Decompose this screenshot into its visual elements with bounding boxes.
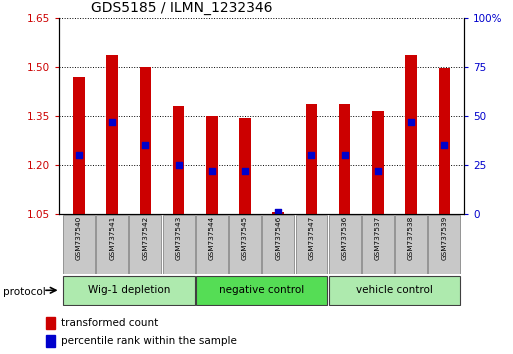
Point xyxy=(75,153,83,158)
FancyBboxPatch shape xyxy=(63,215,95,274)
Text: GSM737546: GSM737546 xyxy=(275,216,281,260)
FancyBboxPatch shape xyxy=(63,276,194,304)
Point xyxy=(141,143,149,148)
Bar xyxy=(173,106,184,214)
Point xyxy=(307,153,315,158)
Bar xyxy=(439,68,450,214)
FancyBboxPatch shape xyxy=(362,215,394,274)
Bar xyxy=(73,77,85,214)
Bar xyxy=(206,116,218,214)
Bar xyxy=(405,55,417,214)
Text: GSM737543: GSM737543 xyxy=(175,216,182,260)
Bar xyxy=(306,104,317,214)
Bar xyxy=(372,111,384,214)
FancyBboxPatch shape xyxy=(262,215,294,274)
Text: GSM737538: GSM737538 xyxy=(408,216,414,260)
FancyBboxPatch shape xyxy=(395,215,427,274)
Text: GDS5185 / ILMN_1232346: GDS5185 / ILMN_1232346 xyxy=(91,1,273,15)
Bar xyxy=(272,212,284,214)
FancyBboxPatch shape xyxy=(428,215,460,274)
Point xyxy=(341,153,349,158)
Text: GSM737544: GSM737544 xyxy=(209,216,215,260)
FancyBboxPatch shape xyxy=(329,276,460,304)
Point xyxy=(374,168,382,174)
Bar xyxy=(106,55,118,214)
FancyBboxPatch shape xyxy=(96,215,128,274)
Text: GSM737541: GSM737541 xyxy=(109,216,115,260)
Bar xyxy=(239,118,251,214)
FancyBboxPatch shape xyxy=(163,215,194,274)
Text: protocol: protocol xyxy=(3,287,45,297)
Bar xyxy=(140,67,151,214)
Point xyxy=(208,168,216,174)
FancyBboxPatch shape xyxy=(329,215,361,274)
FancyBboxPatch shape xyxy=(129,215,161,274)
Point xyxy=(274,209,282,215)
Text: GSM737547: GSM737547 xyxy=(308,216,314,260)
FancyBboxPatch shape xyxy=(295,215,327,274)
Text: GSM737545: GSM737545 xyxy=(242,216,248,260)
Text: GSM737539: GSM737539 xyxy=(441,216,447,260)
Text: vehicle control: vehicle control xyxy=(356,285,433,295)
Point xyxy=(440,143,448,148)
Bar xyxy=(46,317,55,329)
Text: negative control: negative control xyxy=(219,285,304,295)
Bar xyxy=(46,335,55,347)
Text: GSM737537: GSM737537 xyxy=(375,216,381,260)
Text: GSM737536: GSM737536 xyxy=(342,216,348,260)
Text: Wig-1 depletion: Wig-1 depletion xyxy=(88,285,170,295)
Point xyxy=(241,168,249,174)
Point xyxy=(174,162,183,168)
Point xyxy=(407,119,415,125)
FancyBboxPatch shape xyxy=(196,276,327,304)
FancyBboxPatch shape xyxy=(229,215,261,274)
Text: transformed count: transformed count xyxy=(62,318,159,328)
FancyBboxPatch shape xyxy=(196,215,228,274)
Text: percentile rank within the sample: percentile rank within the sample xyxy=(62,336,237,346)
Text: GSM737542: GSM737542 xyxy=(143,216,148,260)
Bar xyxy=(339,104,350,214)
Point xyxy=(108,119,116,125)
Text: GSM737540: GSM737540 xyxy=(76,216,82,260)
